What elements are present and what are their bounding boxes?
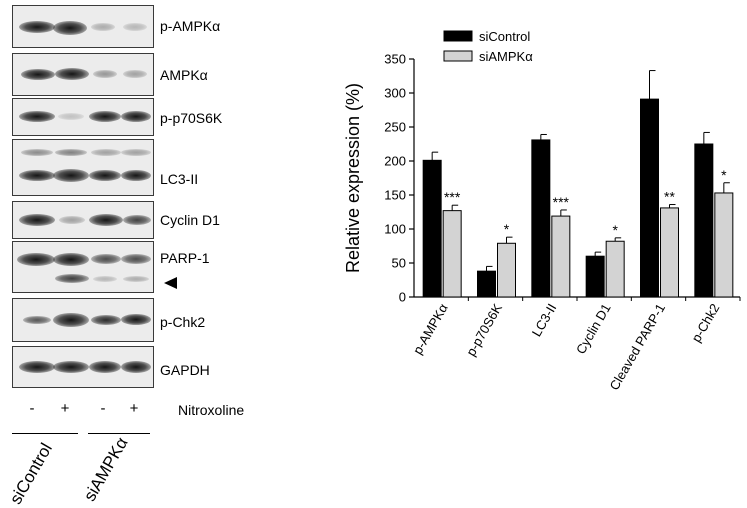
blot-image-p-chk2	[12, 298, 154, 342]
y-tick-label: 200	[384, 154, 406, 169]
blot-label-parp-1: PARP-1	[160, 250, 210, 266]
legend-swatch-sicontrol	[443, 30, 473, 42]
bar-siampk	[660, 207, 679, 298]
y-tick-label: 150	[384, 188, 406, 203]
treatment-label: Nitroxoline	[178, 402, 245, 418]
legend-label-siampk: siAMPKα	[479, 49, 533, 64]
bar-sicontrol	[531, 139, 551, 298]
significance-label: *	[721, 167, 727, 183]
legend-swatch-siampk	[443, 50, 473, 62]
blot-label-gapdh: GAPDH	[160, 362, 210, 378]
group-line-siampk	[88, 433, 150, 434]
x-tick-label: p-Chk2	[688, 301, 722, 345]
blot-image-gapdh	[12, 346, 154, 388]
blot-image-cyclin-d1	[12, 201, 154, 239]
significance-label: ***	[444, 189, 461, 205]
lane-sign-3: -	[100, 400, 106, 417]
bar-sicontrol	[585, 255, 605, 298]
blot-image-p-p70s6k	[12, 98, 154, 136]
y-axis-title: Relative expression (%)	[343, 83, 363, 273]
blot-image-ampk	[12, 53, 154, 96]
blot-image-parp-1	[12, 241, 154, 293]
significance-label: ***	[553, 194, 570, 210]
x-tick-label: Cleaved PARP-1	[606, 301, 668, 393]
significance-label: *	[612, 222, 618, 238]
x-tick-label: LC3-II	[529, 301, 560, 339]
blot-label-ampk: AMPKα	[160, 67, 208, 83]
bar-sicontrol	[640, 98, 659, 298]
bar-sicontrol	[477, 270, 496, 298]
blot-label-p-p70s6k: p-p70S6K	[160, 110, 223, 126]
y-tick-label: 100	[384, 222, 406, 237]
blot-label-lc3-ii: LC3-II	[160, 171, 199, 187]
y-tick-label: 300	[384, 86, 406, 101]
x-tick-label: p-p70S6K	[463, 301, 505, 359]
bar-siampk	[442, 210, 462, 298]
y-tick-label: 50	[392, 256, 406, 271]
significance-label: **	[664, 189, 675, 205]
lane-sign-4: +	[129, 400, 139, 417]
significance-label: *	[504, 221, 510, 237]
lane-sign-2: +	[60, 400, 70, 417]
y-tick-label: 350	[384, 52, 406, 67]
bar-siampk	[497, 242, 516, 298]
y-tick-label: 250	[384, 120, 406, 135]
x-tick-label: Cyclin D1	[573, 301, 614, 357]
bar-sicontrol	[694, 143, 714, 298]
bar-siampk	[551, 215, 571, 298]
bar-sicontrol	[422, 159, 442, 298]
y-tick-label: 0	[399, 290, 406, 305]
blot-image-lc3-ii	[12, 139, 154, 196]
blot-image-p-ampk	[12, 5, 154, 48]
western-blot-panel: p-AMPKα AMPKα p-p70S6K LC3-II Cyclin D1	[0, 0, 300, 508]
group-line-sicontrol	[12, 433, 78, 434]
lane-sign-1: -	[29, 400, 35, 417]
legend-label-sicontrol: siControl	[479, 29, 530, 44]
blot-label-p-chk2: p-Chk2	[160, 314, 206, 330]
bar-siampk	[714, 192, 734, 298]
x-tick-label: p-AMPKα	[410, 301, 451, 357]
cleaved-parp-arrowhead-icon	[164, 277, 177, 289]
bar-siampk	[605, 240, 625, 298]
blot-label-cyclin-d1: Cyclin D1	[160, 212, 220, 228]
blot-label-p-ampk: p-AMPKα	[160, 18, 221, 34]
